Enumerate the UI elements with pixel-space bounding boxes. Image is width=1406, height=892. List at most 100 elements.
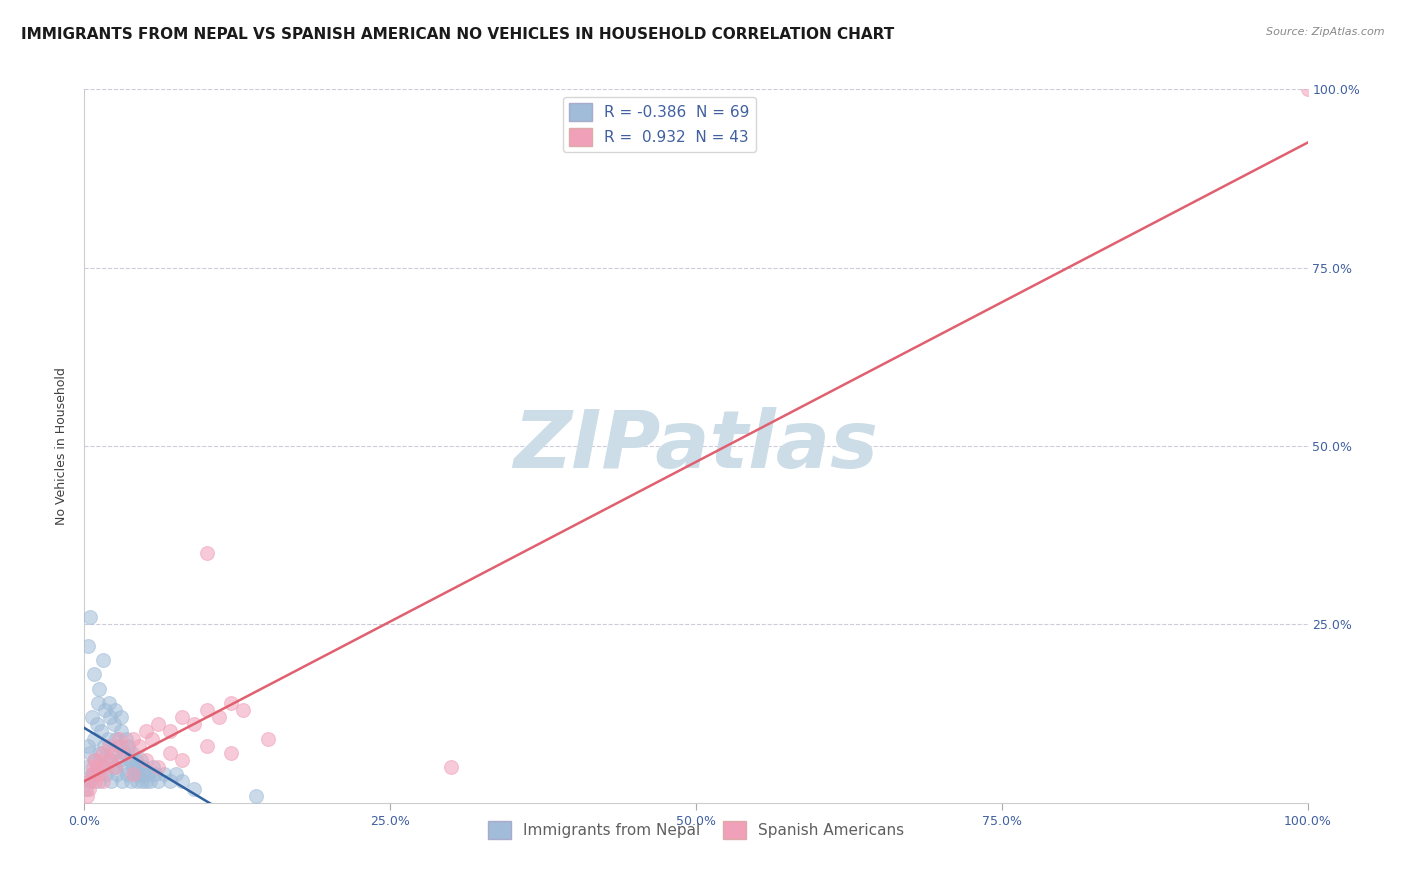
Point (76, 789, 98, 803)
Point (110, 724, 132, 739)
Point (100, 753, 122, 767)
Point (86, 760, 108, 774)
Point (141, 731, 163, 746)
Point (108, 753, 131, 767)
Point (77, 774, 100, 789)
Point (77, 781, 100, 796)
Y-axis label: No Vehicles in Household: No Vehicles in Household (55, 368, 69, 524)
Point (83, 753, 105, 767)
Point (219, 746, 242, 760)
Point (440, 760, 463, 774)
Point (172, 710, 194, 724)
Point (146, 717, 169, 731)
Point (96, 767, 118, 781)
Point (104, 760, 127, 774)
Point (219, 696, 242, 710)
Point (159, 746, 181, 760)
Point (104, 703, 127, 717)
Point (115, 731, 138, 746)
Point (104, 746, 127, 760)
Point (120, 774, 142, 789)
Point (76, 760, 98, 774)
Point (79, 774, 101, 789)
Point (128, 739, 150, 753)
Point (122, 767, 145, 781)
Point (257, 731, 280, 746)
Point (135, 753, 157, 767)
Point (90, 753, 112, 767)
Point (90, 724, 112, 739)
Point (195, 546, 218, 560)
Point (111, 774, 134, 789)
Point (232, 703, 254, 717)
Point (172, 774, 194, 789)
Point (127, 760, 149, 774)
Point (114, 760, 136, 774)
Point (107, 731, 129, 746)
Point (79, 610, 101, 624)
Point (132, 760, 155, 774)
Point (135, 724, 157, 739)
Point (105, 731, 128, 746)
Point (84, 753, 107, 767)
Point (105, 767, 128, 781)
Point (118, 753, 141, 767)
Point (83, 667, 105, 681)
Point (128, 767, 150, 781)
Point (245, 789, 267, 803)
Point (136, 767, 159, 781)
Point (107, 739, 129, 753)
Point (125, 753, 148, 767)
Point (91, 774, 114, 789)
Point (110, 739, 132, 753)
Point (115, 746, 138, 760)
Text: Source: ZipAtlas.com: Source: ZipAtlas.com (1267, 27, 1385, 37)
Point (97, 731, 120, 746)
Point (93, 739, 115, 753)
Point (87, 767, 110, 781)
Point (87, 681, 110, 696)
Point (146, 774, 169, 789)
Point (135, 774, 157, 789)
Point (94, 703, 117, 717)
Point (87, 774, 110, 789)
Point (159, 774, 181, 789)
Point (98, 710, 121, 724)
Point (121, 746, 143, 760)
Point (80, 767, 103, 781)
Point (77, 639, 100, 653)
Point (86, 717, 108, 731)
Point (208, 710, 231, 724)
Point (97, 696, 120, 710)
Point (159, 724, 181, 739)
Text: IMMIGRANTS FROM NEPAL VS SPANISH AMERICAN NO VEHICLES IN HOUSEHOLD CORRELATION C: IMMIGRANTS FROM NEPAL VS SPANISH AMERICA… (21, 27, 894, 42)
Point (83, 731, 105, 746)
Point (100, 774, 122, 789)
Point (82, 767, 104, 781)
Point (91, 746, 114, 760)
Point (117, 739, 139, 753)
Point (122, 760, 145, 774)
Text: ZIPatlas: ZIPatlas (513, 407, 879, 485)
Point (134, 767, 156, 781)
Point (195, 703, 218, 717)
Point (195, 739, 218, 753)
Point (79, 746, 101, 760)
Point (77, 739, 100, 753)
Point (75, 781, 97, 796)
Point (91, 653, 114, 667)
Point (139, 774, 162, 789)
Point (165, 767, 187, 781)
Point (143, 767, 166, 781)
Point (183, 717, 205, 731)
Point (101, 746, 124, 760)
Point (129, 753, 152, 767)
Legend: Immigrants from Nepal, Spanish Americans: Immigrants from Nepal, Spanish Americans (482, 815, 910, 845)
Point (89, 746, 111, 760)
Point (153, 767, 176, 781)
Point (96, 760, 118, 774)
Point (124, 767, 146, 781)
Point (172, 753, 194, 767)
Point (125, 774, 148, 789)
Point (146, 760, 169, 774)
